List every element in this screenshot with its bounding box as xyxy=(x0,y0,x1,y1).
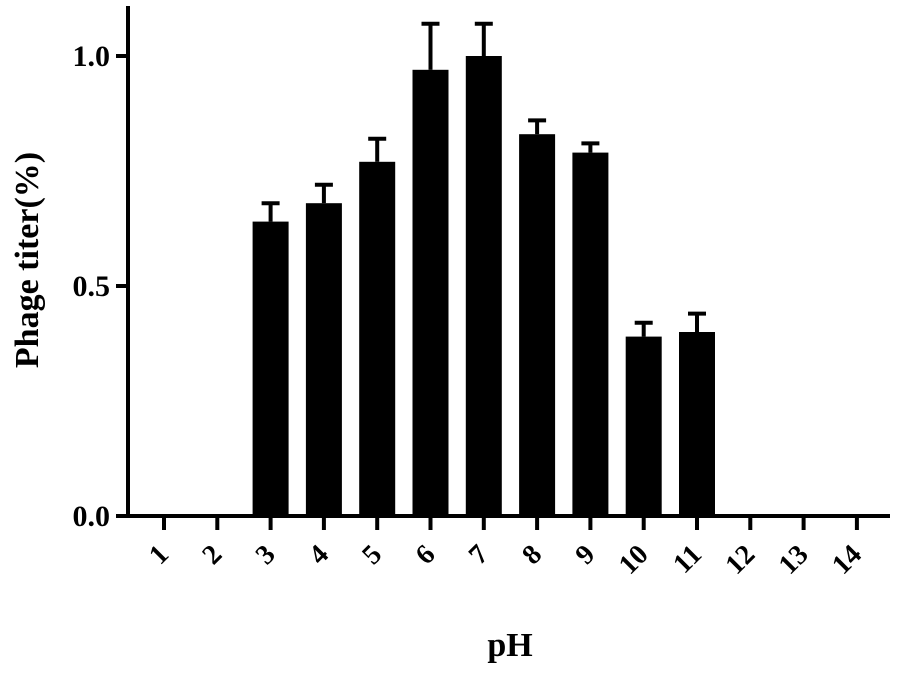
y-tick-label: 0.5 xyxy=(73,270,111,303)
x-tick-label: 14 xyxy=(826,539,868,581)
x-tick-label: 9 xyxy=(570,539,602,571)
bar-ph-11 xyxy=(679,332,715,516)
x-axis-title: pH xyxy=(487,627,532,664)
bar-ph-7 xyxy=(465,56,502,516)
x-tick-label: 5 xyxy=(356,539,388,571)
bar-ph-5 xyxy=(359,161,396,517)
x-tick-label: 12 xyxy=(720,539,762,581)
bar-ph-9 xyxy=(572,152,609,516)
x-tick-label: 11 xyxy=(667,539,708,580)
y-tick-label: 1.0 xyxy=(73,40,111,73)
x-tick-label: 1 xyxy=(143,539,175,571)
bar-ph-4 xyxy=(305,203,342,516)
y-axis-title: Phage titer(%) xyxy=(9,152,46,368)
x-tick-label: 4 xyxy=(303,539,335,571)
x-tick-label: 13 xyxy=(773,539,815,581)
x-tick-label: 3 xyxy=(250,539,282,571)
axes-layer xyxy=(126,6,890,518)
y-ticks-layer: 0.0 0.5 1.0 xyxy=(73,40,128,533)
x-tick-label: 10 xyxy=(613,539,655,581)
bar-ph-8 xyxy=(519,134,556,516)
bars-layer xyxy=(252,56,715,517)
bar-ph-10 xyxy=(625,336,662,516)
error-bars-layer xyxy=(261,21,706,337)
x-tick-label: 7 xyxy=(463,539,495,571)
y-tick-label: 0.0 xyxy=(73,500,111,533)
bar-ph-3 xyxy=(252,221,289,516)
x-ticks-layer: 1 2 3 4 5 6 7 8 9 10 11 12 13 14 xyxy=(143,516,868,581)
x-tick-label: 2 xyxy=(196,539,228,571)
x-tick-label: 8 xyxy=(516,539,548,571)
x-tick-label: 6 xyxy=(410,539,442,571)
bar-ph-6 xyxy=(412,69,449,517)
